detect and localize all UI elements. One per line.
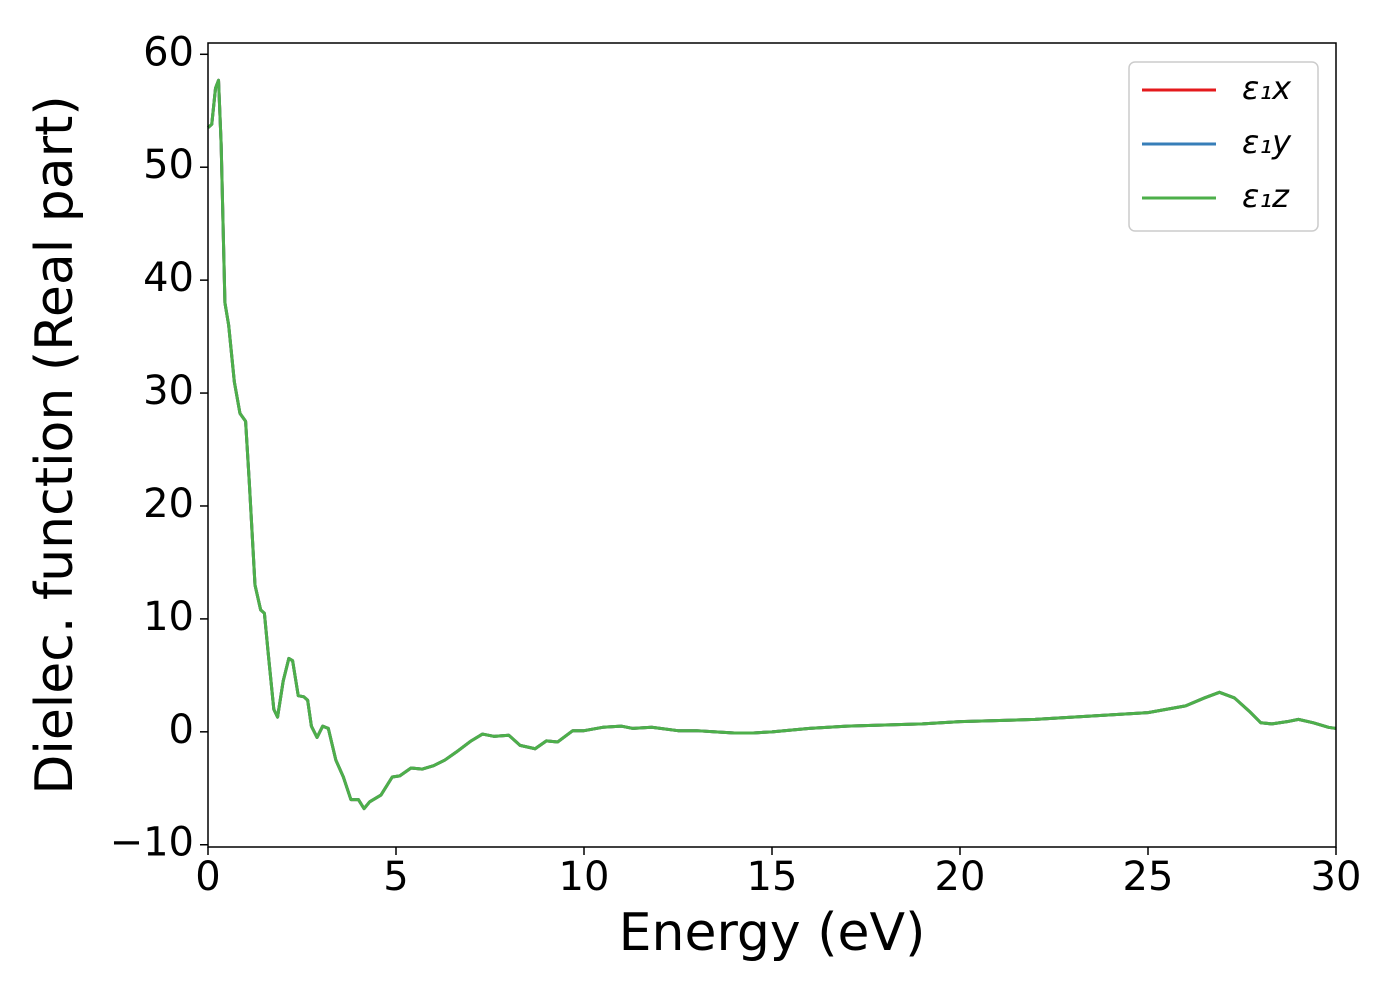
- x-tick-label: 10: [559, 854, 610, 900]
- y-tick-label: −10: [110, 820, 194, 866]
- legend-label: ε₁z: [1242, 177, 1290, 215]
- y-tick-label: 60: [143, 29, 194, 75]
- y-tick-label: 40: [143, 255, 194, 301]
- x-tick-label: 20: [935, 854, 986, 900]
- series-line: [206, 78, 1337, 811]
- x-tick-label: 30: [1311, 854, 1362, 900]
- x-axis-label: Energy (eV): [619, 903, 926, 963]
- y-axis-label: Dielec. function (Real part): [25, 95, 85, 794]
- y-tick-label: 20: [143, 481, 194, 527]
- legend-label: ε₁x: [1242, 69, 1292, 107]
- legend-label: ε₁y: [1242, 123, 1292, 161]
- x-tick-label: 25: [1123, 854, 1174, 900]
- plot-frame: [207, 42, 1337, 848]
- x-tick-label: 0: [195, 854, 220, 900]
- y-tick-label: 0: [169, 707, 194, 753]
- y-tick-label: 50: [143, 142, 194, 188]
- y-tick-label: 30: [143, 368, 194, 414]
- x-tick-label: 5: [383, 854, 408, 900]
- y-tick-label: 10: [143, 594, 194, 640]
- legend-box: [1128, 61, 1319, 232]
- x-tick-label: 15: [747, 854, 798, 900]
